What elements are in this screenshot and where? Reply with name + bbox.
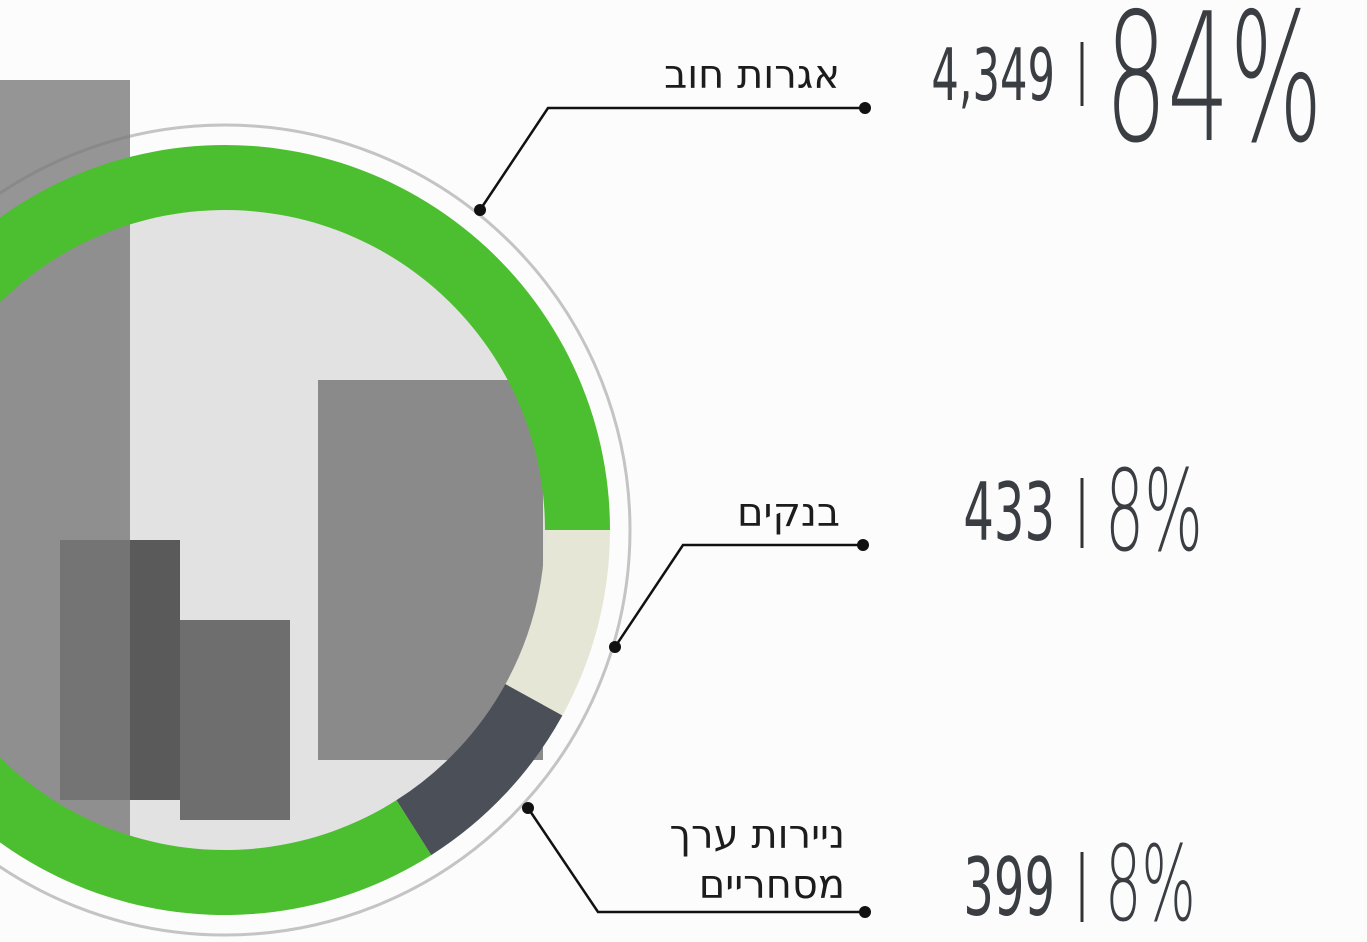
donut-segment [396,684,563,856]
percent-group: 8% [1105,823,1196,942]
leader-line [526,807,865,914]
leader-dot [859,906,871,918]
leader-dot [609,641,621,653]
leader-line [478,106,865,211]
leader-line [613,543,863,648]
leader-dot [474,204,486,216]
percent-label: 84% [1105,0,1323,182]
percent-label: 8% [1105,823,1196,942]
leader-dot [859,102,871,114]
building [180,620,290,820]
count-group: 399 [963,841,1055,934]
category-label: ניירות ערך מסחריים [669,812,846,908]
category-label: אגרות חוב [664,52,840,98]
leader-dot [857,539,869,551]
count-label: 433 [963,466,1055,559]
percent-label: 8% [1105,447,1203,577]
category-label: בנקים [736,490,840,536]
leader-dots [474,102,871,918]
donut-segment [505,530,610,716]
leader-dot [522,802,534,814]
outer-ring [0,123,632,937]
count-group: 433 [963,466,1055,559]
donut-segment [0,145,610,915]
percent-group: 84% [1105,0,1323,182]
count-group: 4,349 [931,35,1055,119]
percent-group: 8% [1105,447,1203,577]
count-label: 4,349 [931,35,1055,119]
leaders [478,106,865,914]
count-label: 399 [963,841,1055,934]
